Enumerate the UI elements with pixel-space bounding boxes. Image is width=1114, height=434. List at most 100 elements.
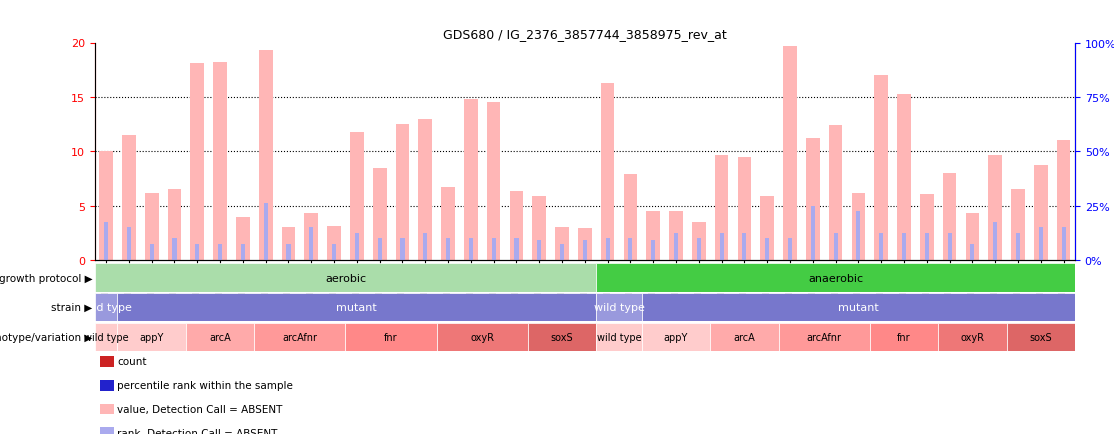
Bar bbox=[692, 222, 705, 260]
Bar bbox=[902, 233, 906, 260]
Bar bbox=[537, 241, 541, 260]
Bar bbox=[606, 239, 609, 260]
Bar bbox=[258, 51, 273, 260]
Bar bbox=[378, 239, 382, 260]
Bar bbox=[652, 241, 655, 260]
Bar bbox=[642, 323, 711, 351]
Bar bbox=[596, 323, 642, 351]
Bar bbox=[373, 168, 387, 260]
Bar bbox=[195, 244, 199, 260]
Bar bbox=[920, 194, 934, 260]
Bar bbox=[600, 83, 615, 260]
Bar bbox=[186, 323, 254, 351]
Bar bbox=[1034, 166, 1047, 260]
Bar bbox=[345, 323, 437, 351]
Bar bbox=[1057, 141, 1071, 260]
Bar bbox=[350, 132, 363, 260]
Bar bbox=[100, 427, 114, 434]
Bar bbox=[167, 190, 182, 260]
Bar bbox=[95, 264, 596, 292]
Bar bbox=[355, 233, 359, 260]
Bar bbox=[874, 76, 888, 260]
Bar bbox=[596, 264, 1075, 292]
Bar bbox=[1016, 233, 1020, 260]
Bar bbox=[807, 139, 820, 260]
Bar bbox=[942, 174, 957, 260]
Bar bbox=[833, 233, 838, 260]
Text: soxS: soxS bbox=[1029, 332, 1052, 342]
Bar bbox=[304, 214, 319, 260]
Text: mutant: mutant bbox=[336, 302, 378, 312]
Bar bbox=[696, 239, 701, 260]
Bar bbox=[515, 239, 518, 260]
Bar bbox=[897, 94, 911, 260]
Bar bbox=[715, 155, 729, 260]
Bar bbox=[149, 244, 154, 260]
Bar bbox=[938, 323, 1007, 351]
Bar bbox=[190, 64, 204, 260]
Bar bbox=[811, 206, 814, 260]
Bar bbox=[560, 244, 564, 260]
Bar bbox=[851, 193, 866, 260]
Text: appY: appY bbox=[664, 332, 688, 342]
Bar bbox=[720, 233, 724, 260]
Bar bbox=[117, 293, 596, 322]
Bar bbox=[555, 228, 569, 260]
Text: wild type: wild type bbox=[84, 332, 128, 342]
Bar bbox=[465, 100, 478, 260]
Bar bbox=[282, 228, 295, 260]
Bar bbox=[879, 233, 883, 260]
Bar bbox=[145, 193, 158, 260]
Bar bbox=[218, 244, 222, 260]
Bar bbox=[491, 239, 496, 260]
Bar bbox=[674, 233, 678, 260]
Bar bbox=[737, 157, 751, 260]
Bar bbox=[264, 204, 267, 260]
Bar bbox=[642, 293, 1075, 322]
Bar bbox=[395, 125, 409, 260]
Text: rank, Detection Call = ABSENT: rank, Detection Call = ABSENT bbox=[117, 428, 277, 434]
Bar bbox=[213, 63, 227, 260]
Text: growth protocol ▶: growth protocol ▶ bbox=[0, 273, 92, 283]
Bar bbox=[441, 187, 455, 260]
Bar bbox=[104, 222, 108, 260]
Bar bbox=[742, 233, 746, 260]
Bar bbox=[1012, 190, 1025, 260]
Bar bbox=[988, 155, 1003, 260]
Bar bbox=[857, 211, 860, 260]
Bar bbox=[236, 217, 250, 260]
Text: fnr: fnr bbox=[897, 332, 911, 342]
Text: arcAfnr: arcAfnr bbox=[807, 332, 842, 342]
Bar bbox=[99, 152, 113, 260]
Text: count: count bbox=[117, 357, 146, 366]
Bar bbox=[400, 239, 404, 260]
Bar bbox=[783, 46, 797, 260]
Text: appY: appY bbox=[139, 332, 164, 342]
Bar bbox=[241, 244, 245, 260]
Bar bbox=[100, 404, 114, 414]
Bar bbox=[127, 228, 131, 260]
Bar bbox=[332, 244, 336, 260]
Bar bbox=[1038, 228, 1043, 260]
Bar bbox=[310, 228, 313, 260]
Bar bbox=[583, 241, 587, 260]
Text: wild type: wild type bbox=[597, 332, 642, 342]
Text: genotype/variation ▶: genotype/variation ▶ bbox=[0, 332, 92, 342]
Bar bbox=[95, 323, 117, 351]
Text: wild type: wild type bbox=[594, 302, 645, 312]
Bar bbox=[100, 380, 114, 391]
Bar bbox=[173, 239, 176, 260]
Text: wild type: wild type bbox=[80, 302, 131, 312]
Bar bbox=[870, 323, 938, 351]
Bar bbox=[528, 323, 596, 351]
Bar bbox=[532, 196, 546, 260]
Text: arcA: arcA bbox=[733, 332, 755, 342]
Bar bbox=[596, 293, 642, 322]
Bar bbox=[628, 239, 633, 260]
Bar bbox=[761, 196, 774, 260]
Bar bbox=[419, 119, 432, 260]
Bar bbox=[1062, 228, 1066, 260]
Bar bbox=[509, 192, 524, 260]
Bar bbox=[423, 233, 428, 260]
Bar bbox=[624, 174, 637, 260]
